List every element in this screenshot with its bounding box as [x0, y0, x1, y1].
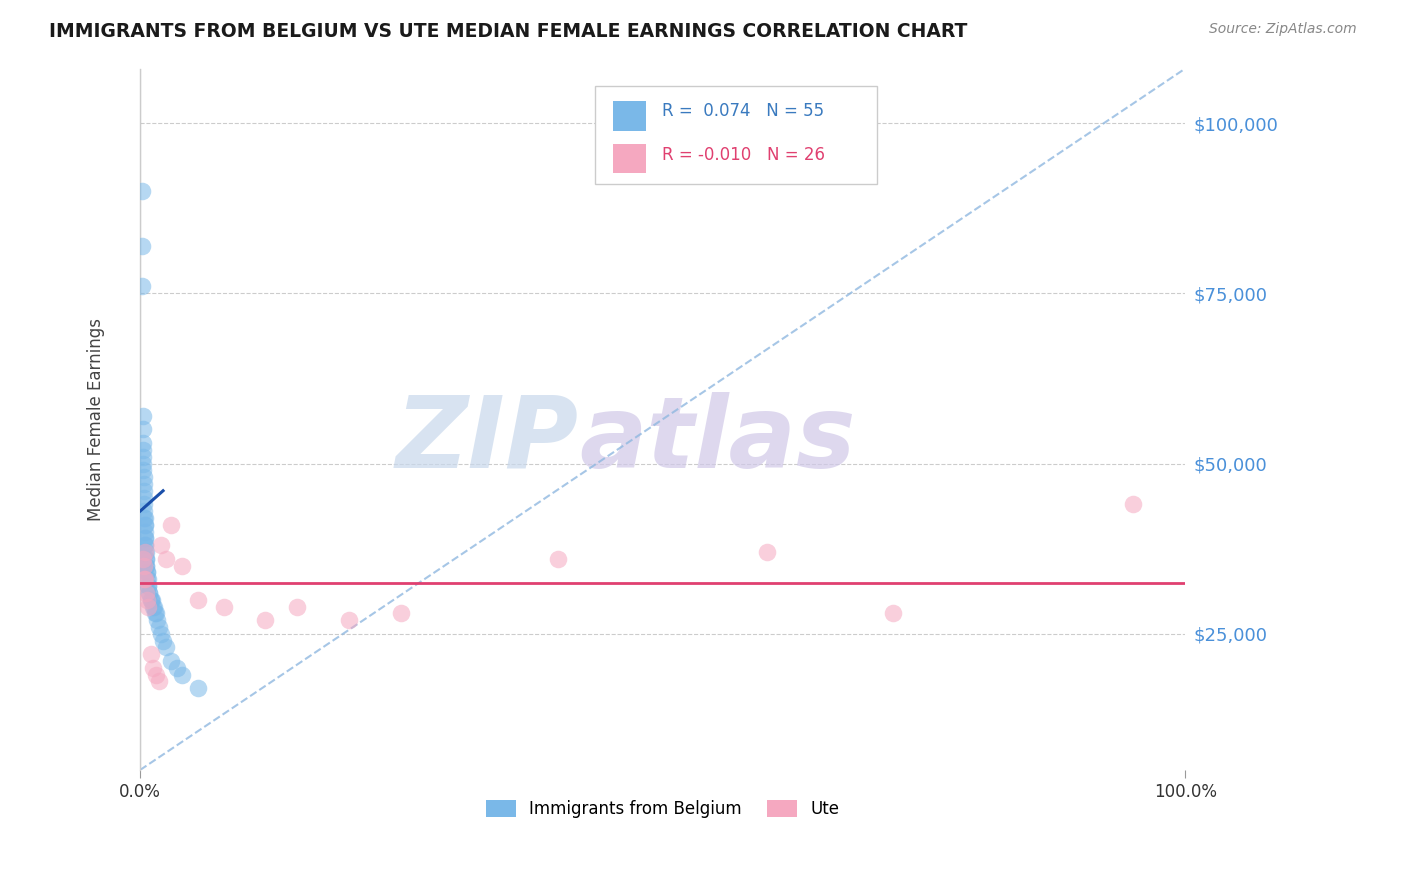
Text: R =  0.074   N = 55: R = 0.074 N = 55 — [662, 103, 824, 120]
Point — [134, 524, 156, 539]
Point — [134, 532, 156, 546]
Text: Source: ZipAtlas.com: Source: ZipAtlas.com — [1209, 22, 1357, 37]
Point — [134, 538, 156, 552]
Point — [134, 545, 156, 559]
Point — [136, 566, 159, 580]
Legend: Immigrants from Belgium, Ute: Immigrants from Belgium, Ute — [479, 793, 846, 825]
Point — [134, 511, 156, 525]
Point — [160, 654, 183, 668]
Point — [146, 613, 169, 627]
Point — [132, 436, 155, 450]
Point — [134, 470, 156, 484]
Bar — [613, 101, 645, 130]
Point — [134, 477, 156, 491]
Point — [148, 674, 170, 689]
Point — [212, 599, 235, 614]
Point — [136, 572, 159, 586]
Point — [170, 667, 193, 681]
Point — [134, 572, 156, 586]
Point — [149, 627, 172, 641]
Point — [134, 483, 156, 498]
Point — [134, 511, 156, 525]
Point — [141, 592, 163, 607]
Point — [547, 552, 569, 566]
Point — [142, 599, 165, 614]
Point — [132, 457, 155, 471]
Point — [132, 552, 155, 566]
Point — [166, 661, 188, 675]
Point — [155, 640, 177, 655]
Point — [337, 613, 360, 627]
Point — [132, 409, 155, 423]
Point — [138, 579, 160, 593]
Point — [145, 667, 167, 681]
Point — [756, 545, 779, 559]
Point — [134, 572, 156, 586]
Point — [135, 586, 157, 600]
Point — [389, 607, 412, 621]
Bar — [613, 144, 645, 173]
Point — [135, 545, 157, 559]
Point — [131, 238, 153, 252]
Point — [142, 661, 165, 675]
Point — [131, 184, 153, 198]
Point — [134, 532, 156, 546]
Point — [134, 491, 156, 505]
Point — [134, 545, 156, 559]
Point — [139, 592, 162, 607]
Point — [135, 552, 157, 566]
Point — [138, 599, 160, 614]
Point — [134, 517, 156, 532]
Point — [139, 592, 162, 607]
Point — [170, 558, 193, 573]
Point — [134, 558, 156, 573]
FancyBboxPatch shape — [595, 86, 877, 185]
Point — [139, 647, 162, 661]
Point — [134, 504, 156, 518]
Point — [882, 607, 904, 621]
Text: IMMIGRANTS FROM BELGIUM VS UTE MEDIAN FEMALE EARNINGS CORRELATION CHART: IMMIGRANTS FROM BELGIUM VS UTE MEDIAN FE… — [49, 22, 967, 41]
Point — [138, 579, 160, 593]
Point — [132, 463, 155, 477]
Point — [138, 572, 160, 586]
Point — [145, 607, 167, 621]
Text: R = -0.010   N = 26: R = -0.010 N = 26 — [662, 146, 825, 164]
Point — [136, 592, 159, 607]
Point — [134, 538, 156, 552]
Point — [131, 279, 153, 293]
Point — [155, 552, 177, 566]
Point — [135, 558, 157, 573]
Point — [142, 599, 165, 614]
Text: Median Female Earnings: Median Female Earnings — [87, 318, 105, 521]
Point — [134, 517, 156, 532]
Point — [135, 552, 157, 566]
Point — [134, 497, 156, 511]
Point — [187, 592, 209, 607]
Point — [143, 607, 166, 621]
Point — [254, 613, 277, 627]
Point — [138, 586, 160, 600]
Point — [138, 586, 160, 600]
Point — [136, 566, 159, 580]
Point — [152, 633, 174, 648]
Text: atlas: atlas — [579, 392, 856, 489]
Text: ZIP: ZIP — [396, 392, 579, 489]
Point — [132, 450, 155, 464]
Point — [149, 538, 172, 552]
Point — [132, 442, 155, 457]
Point — [148, 620, 170, 634]
Point — [285, 599, 308, 614]
Point — [132, 422, 155, 436]
Point — [135, 558, 157, 573]
Point — [1122, 497, 1144, 511]
Point — [160, 517, 183, 532]
Point — [187, 681, 209, 696]
